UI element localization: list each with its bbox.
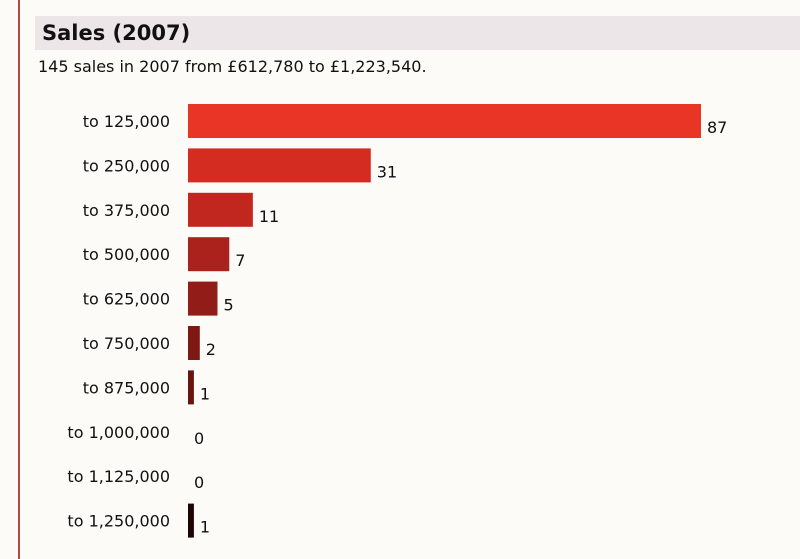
bar	[188, 237, 230, 272]
bar	[188, 281, 218, 316]
sales-summary: 145 sales in 2007 from £612,780 to £1,22…	[38, 57, 427, 76]
category-label: to 1,000,000	[67, 423, 170, 442]
category-label: to 500,000	[83, 245, 170, 264]
category-label: to 750,000	[83, 334, 170, 353]
value-label: 2	[206, 340, 216, 359]
section-title: Sales (2007)	[35, 16, 800, 50]
value-label: 1	[200, 518, 210, 537]
category-label: to 250,000	[83, 156, 170, 175]
value-label: 0	[194, 429, 204, 448]
value-label: 87	[707, 118, 727, 137]
bar	[188, 370, 194, 405]
bar	[188, 148, 371, 183]
category-label: to 875,000	[83, 378, 170, 397]
category-label: to 375,000	[83, 201, 170, 220]
value-label: 5	[223, 296, 233, 315]
value-label: 11	[259, 207, 279, 226]
value-label: 1	[200, 384, 210, 403]
category-label: to 1,125,000	[67, 467, 170, 486]
bar	[188, 326, 200, 360]
left-border	[18, 0, 20, 559]
value-label: 7	[235, 251, 245, 270]
category-label: to 625,000	[83, 290, 170, 309]
category-label: to 125,000	[83, 112, 170, 131]
bar	[188, 104, 701, 138]
bar	[188, 503, 194, 538]
category-label: to 1,250,000	[67, 512, 170, 531]
value-label: 0	[194, 473, 204, 492]
value-label: 31	[377, 162, 397, 181]
bar	[188, 192, 253, 227]
